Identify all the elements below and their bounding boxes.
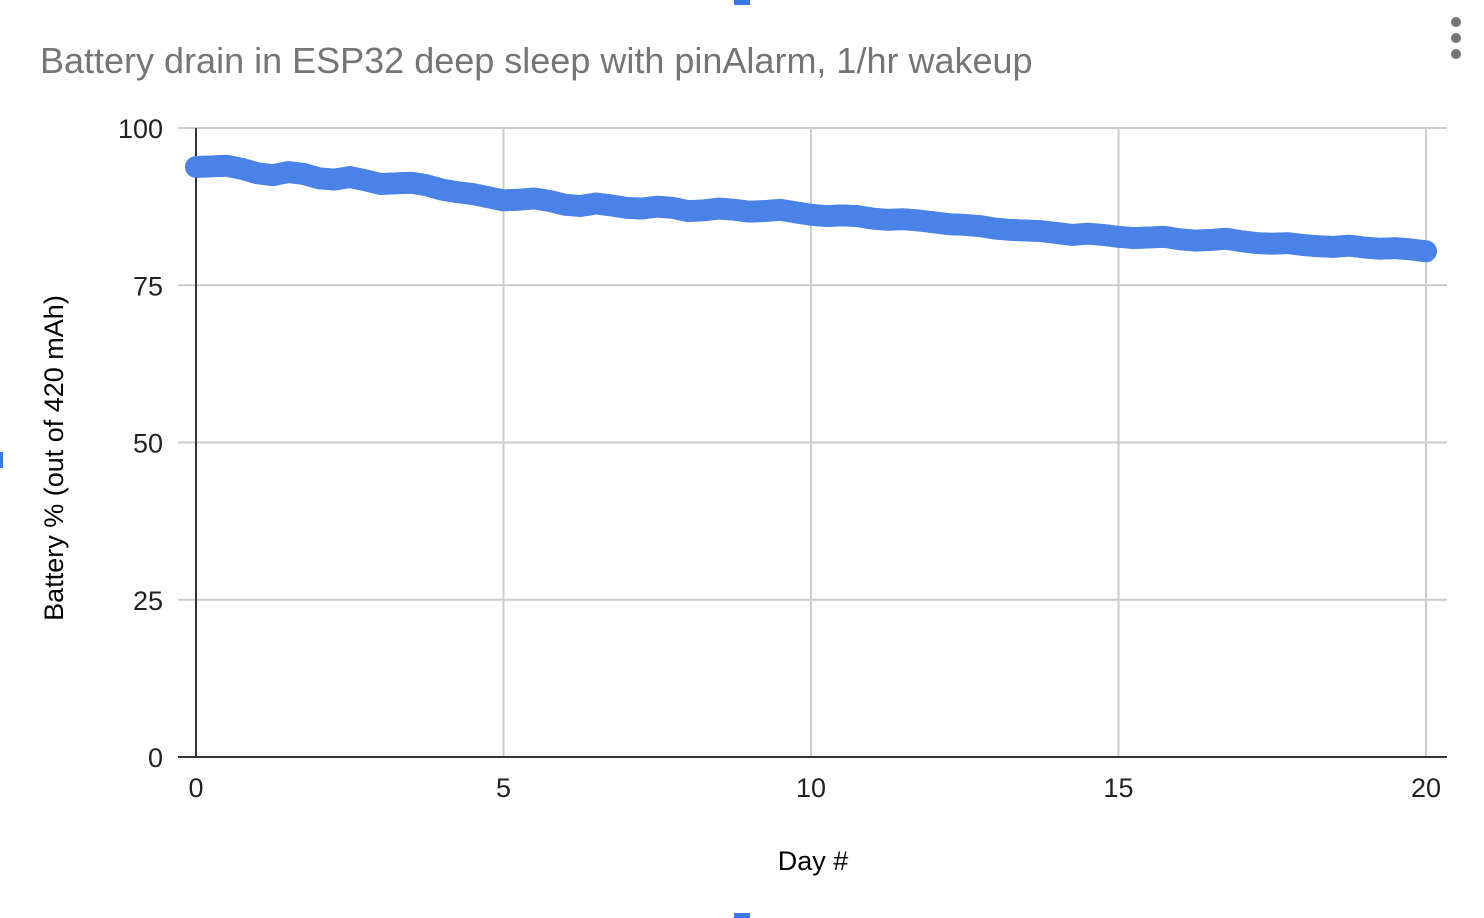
chart-title: Battery drain in ESP32 deep sleep with p… — [40, 40, 1033, 81]
data-point — [1415, 240, 1437, 263]
x-tick-label: 5 — [496, 773, 511, 803]
x-tick-label: 0 — [188, 773, 203, 803]
tick-labels: 0 25 50 75 100 0 5 10 15 20 — [118, 114, 1441, 803]
menu-dot — [1451, 17, 1461, 27]
y-tick-label: 50 — [133, 429, 163, 459]
more-options-icon[interactable] — [1444, 14, 1468, 62]
menu-dot — [1451, 49, 1461, 59]
resize-handle-top[interactable] — [734, 0, 750, 5]
x-tick-label: 10 — [796, 773, 826, 803]
resize-handle-bottom[interactable] — [734, 913, 750, 918]
y-tick-label: 75 — [133, 271, 163, 301]
x-tick-label: 20 — [1411, 773, 1441, 803]
axes — [178, 128, 1447, 758]
y-tick-label: 25 — [133, 586, 163, 616]
resize-handle-left[interactable] — [0, 452, 3, 468]
menu-dot — [1451, 33, 1461, 43]
y-tick-label: 0 — [148, 743, 163, 773]
y-axis-title: Battery % (out of 420 mAh) — [39, 295, 69, 621]
x-tick-label: 15 — [1103, 773, 1133, 803]
y-tick-label: 100 — [118, 114, 163, 144]
x-axis-title: Day # — [778, 846, 849, 876]
data-series — [185, 154, 1437, 263]
